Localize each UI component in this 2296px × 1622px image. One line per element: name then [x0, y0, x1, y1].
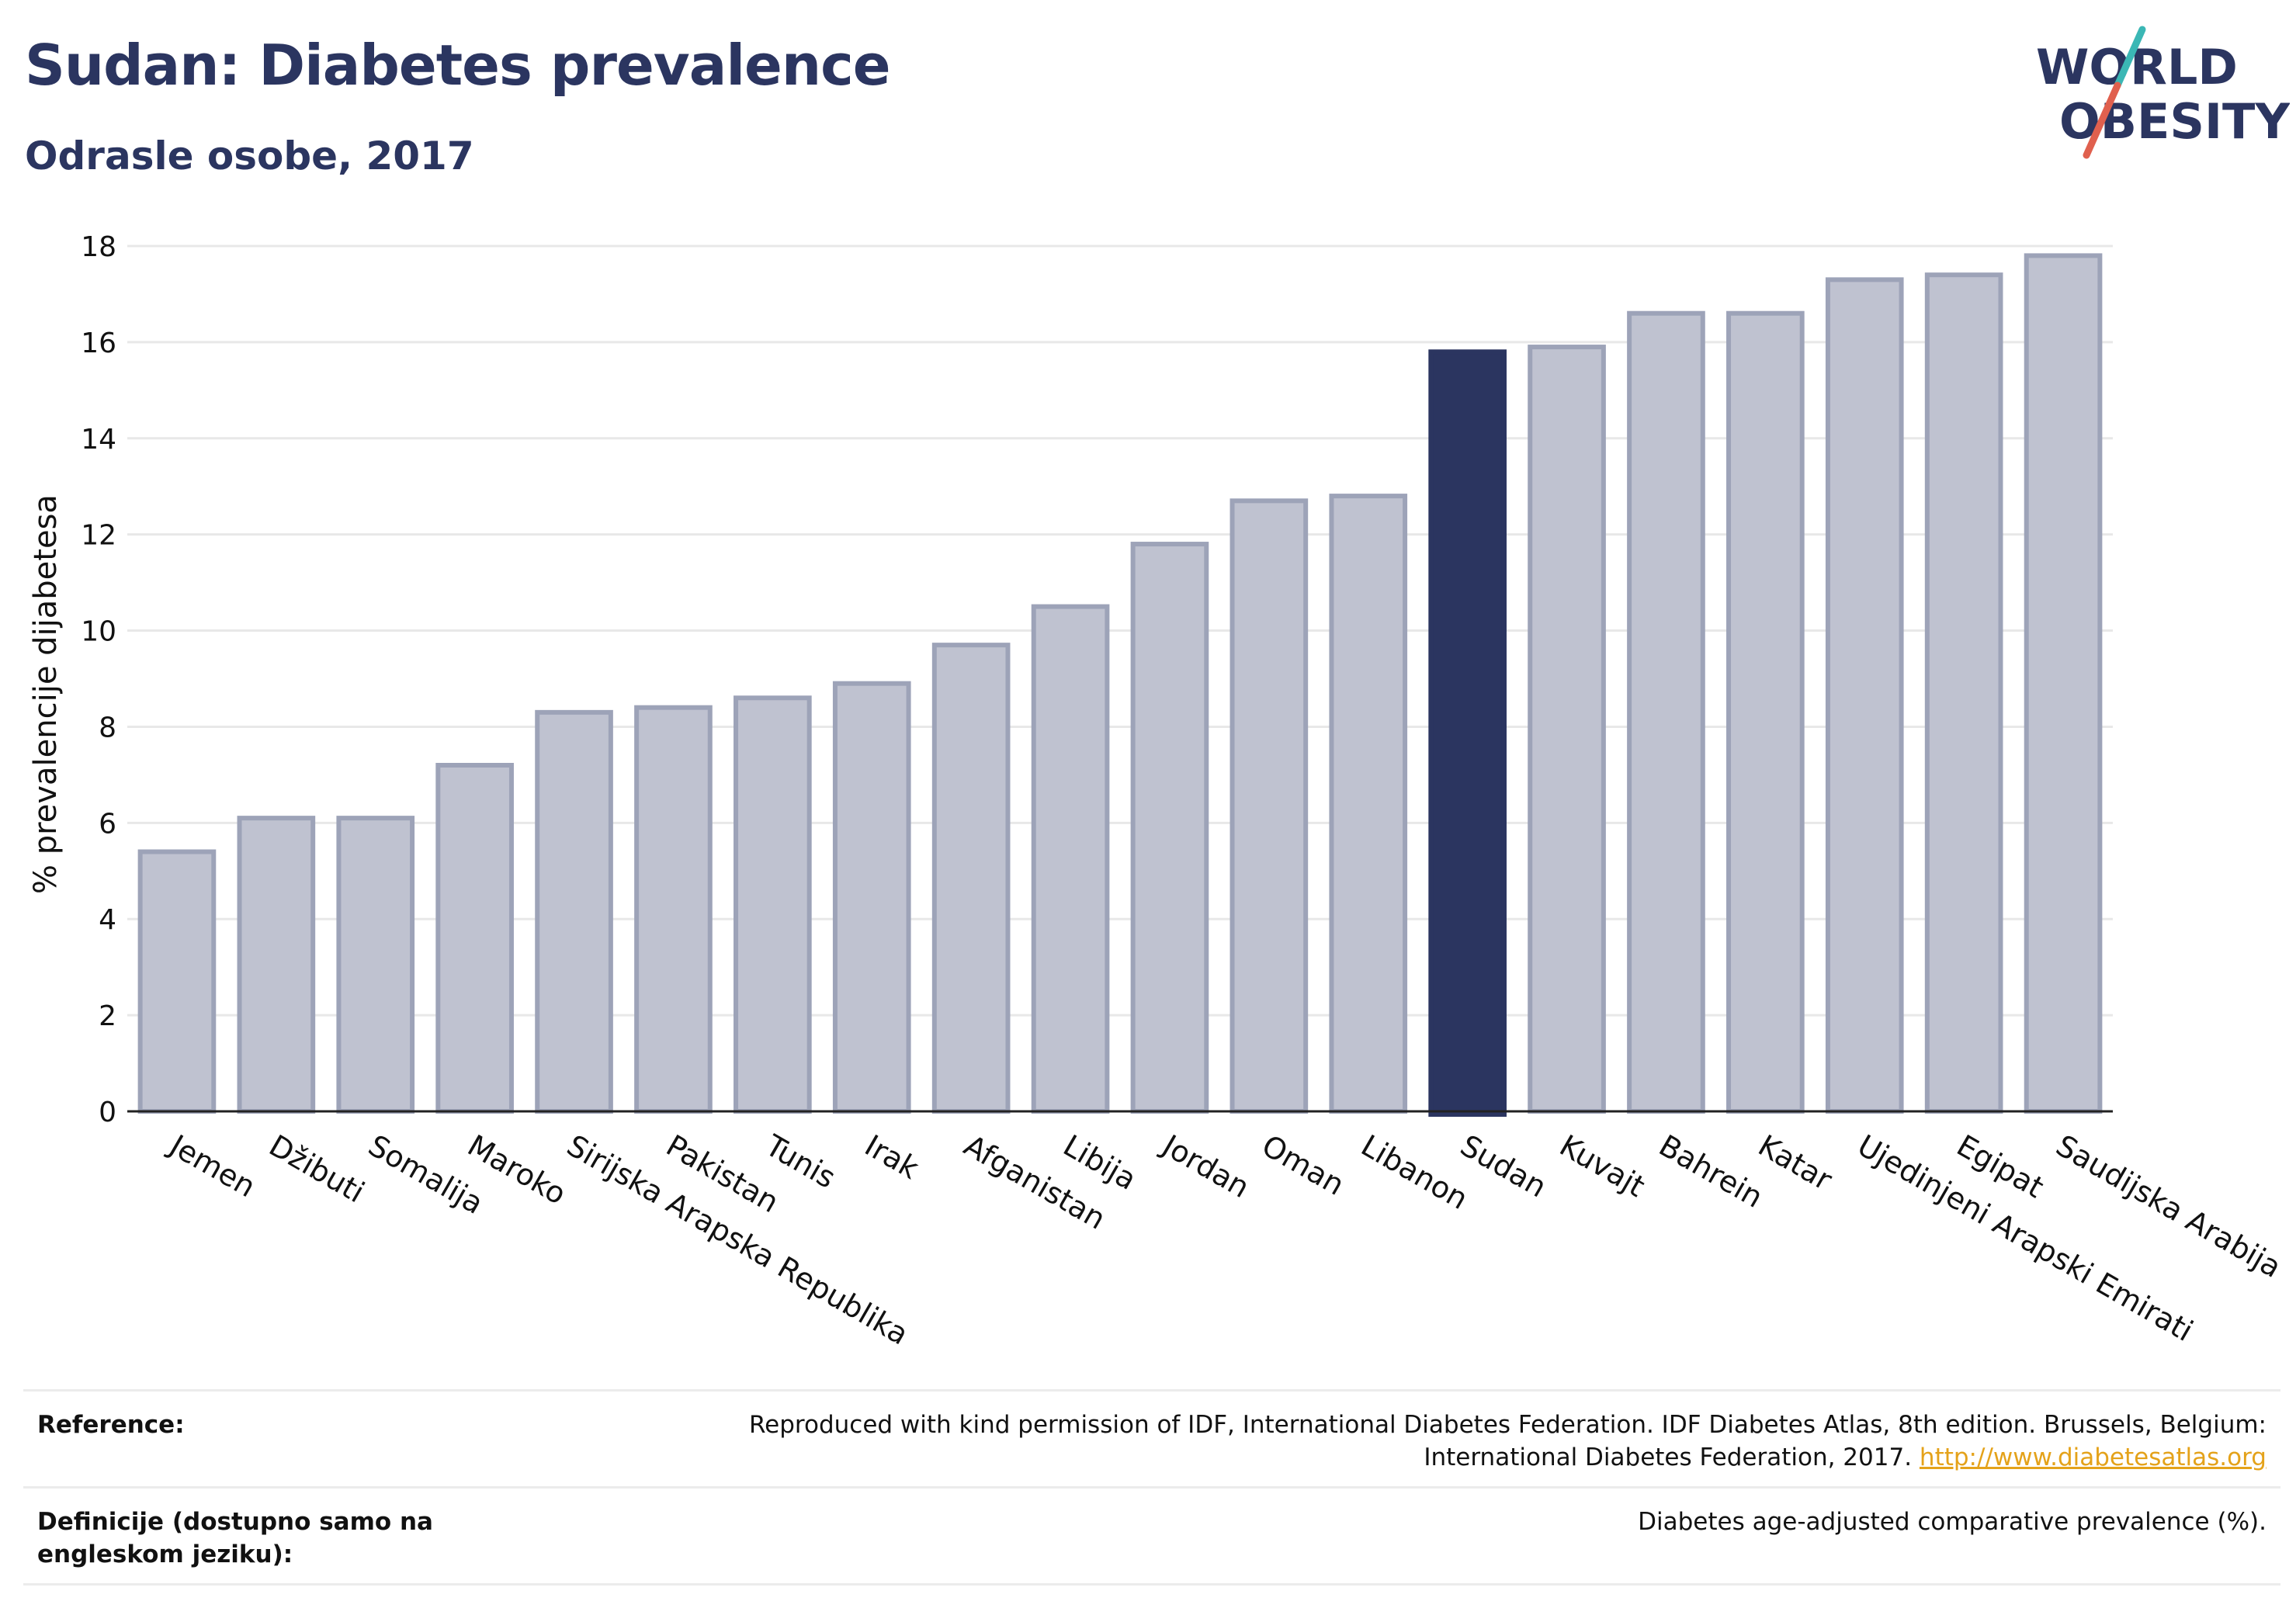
y-tick-label: 14	[81, 424, 116, 456]
logo-slash-teal	[2114, 26, 2146, 89]
bar-katar	[1726, 310, 1805, 1114]
reference-row: Reference: Reproduced with kind permissi…	[23, 1389, 2280, 1486]
y-tick-label: 16	[81, 328, 116, 359]
y-tick-label: 4	[99, 904, 116, 936]
reference-text-block: Reproduced with kind permission of IDF, …	[714, 1409, 2267, 1474]
page-subtitle: Odrasle osobe, 2017	[25, 133, 474, 178]
y-tick-label: 18	[81, 231, 116, 263]
y-tick-label: 2	[99, 1000, 116, 1032]
bar-pakistan	[634, 705, 713, 1114]
y-axis-ticks: 0 2 4 6 8 10 12 14 16 18	[81, 231, 116, 1128]
bar-afganistan	[931, 643, 1011, 1114]
bar-sudan	[1428, 349, 1507, 1117]
bar-libija	[1031, 604, 1110, 1114]
bar-sirijska-arapska-republika	[535, 709, 613, 1114]
bar-somalija	[336, 816, 415, 1114]
bar-d-ibuti	[237, 816, 316, 1114]
bar-jordan	[1130, 542, 1209, 1114]
definition-row: Definicije (dostupno samo na engleskom j…	[23, 1486, 2280, 1586]
x-tick-label: Kuvajt	[1554, 1128, 1650, 1204]
bar-kuvajt	[1528, 345, 1606, 1114]
x-tick-label: Jordan	[1156, 1128, 1255, 1205]
x-tick-label: Irak	[859, 1128, 924, 1186]
world-obesity-logo: WORLD OBESITY	[2036, 26, 2290, 159]
y-axis-label: % prevalencije dijabetesa	[28, 494, 64, 894]
y-tick-label: 8	[99, 712, 116, 743]
bar-irak	[832, 681, 911, 1114]
y-tick-label: 6	[99, 808, 116, 840]
x-tick-label: Džibuti	[263, 1128, 370, 1210]
bar-oman	[1230, 498, 1309, 1114]
definition-label: Definicije (dostupno samo na engleskom j…	[37, 1508, 433, 1568]
x-tick-label: Sirijska Arapska Republika	[561, 1128, 914, 1352]
reference-label: Reference:	[37, 1411, 185, 1439]
reference-table: Reference: Reproduced with kind permissi…	[23, 1389, 2280, 1586]
bar-ujedinjeni-arapski-emirati	[1825, 277, 1904, 1114]
x-tick-label: Oman	[1256, 1128, 1350, 1202]
bar-egipat	[1924, 272, 2003, 1114]
bar-maroko	[435, 763, 514, 1114]
y-tick-label: 0	[99, 1097, 116, 1128]
bar-bahrein	[1627, 310, 1705, 1114]
logo-slash-red	[2083, 81, 2121, 159]
definition-text: Diabetes age-adjusted comparative preval…	[1638, 1508, 2267, 1536]
bar-jemen	[137, 849, 217, 1114]
x-tick-label: Bahrein	[1653, 1128, 1769, 1215]
bar-tunis	[734, 695, 812, 1114]
x-tick-label: Jemen	[163, 1128, 262, 1204]
grid-lines	[127, 244, 2113, 1017]
bar-libanon	[1329, 494, 1408, 1114]
bars	[137, 253, 2103, 1117]
page-title: Sudan: Diabetes prevalence	[25, 33, 891, 98]
y-tick-label: 10	[81, 616, 116, 648]
bar-chart: 0 2 4 6 8 10 12 14 16 18 Jemen DžibutiSomalijaMaro…	[28, 231, 2287, 1352]
bar-saudijska-arabija	[2024, 253, 2103, 1114]
y-tick-label: 12	[81, 520, 116, 552]
reference-text: Reproduced with kind permission of IDF, …	[749, 1411, 2267, 1471]
reference-link[interactable]: http://www.diabetesatlas.org	[1919, 1444, 2267, 1471]
x-tick-label: Libanon	[1355, 1128, 1473, 1216]
